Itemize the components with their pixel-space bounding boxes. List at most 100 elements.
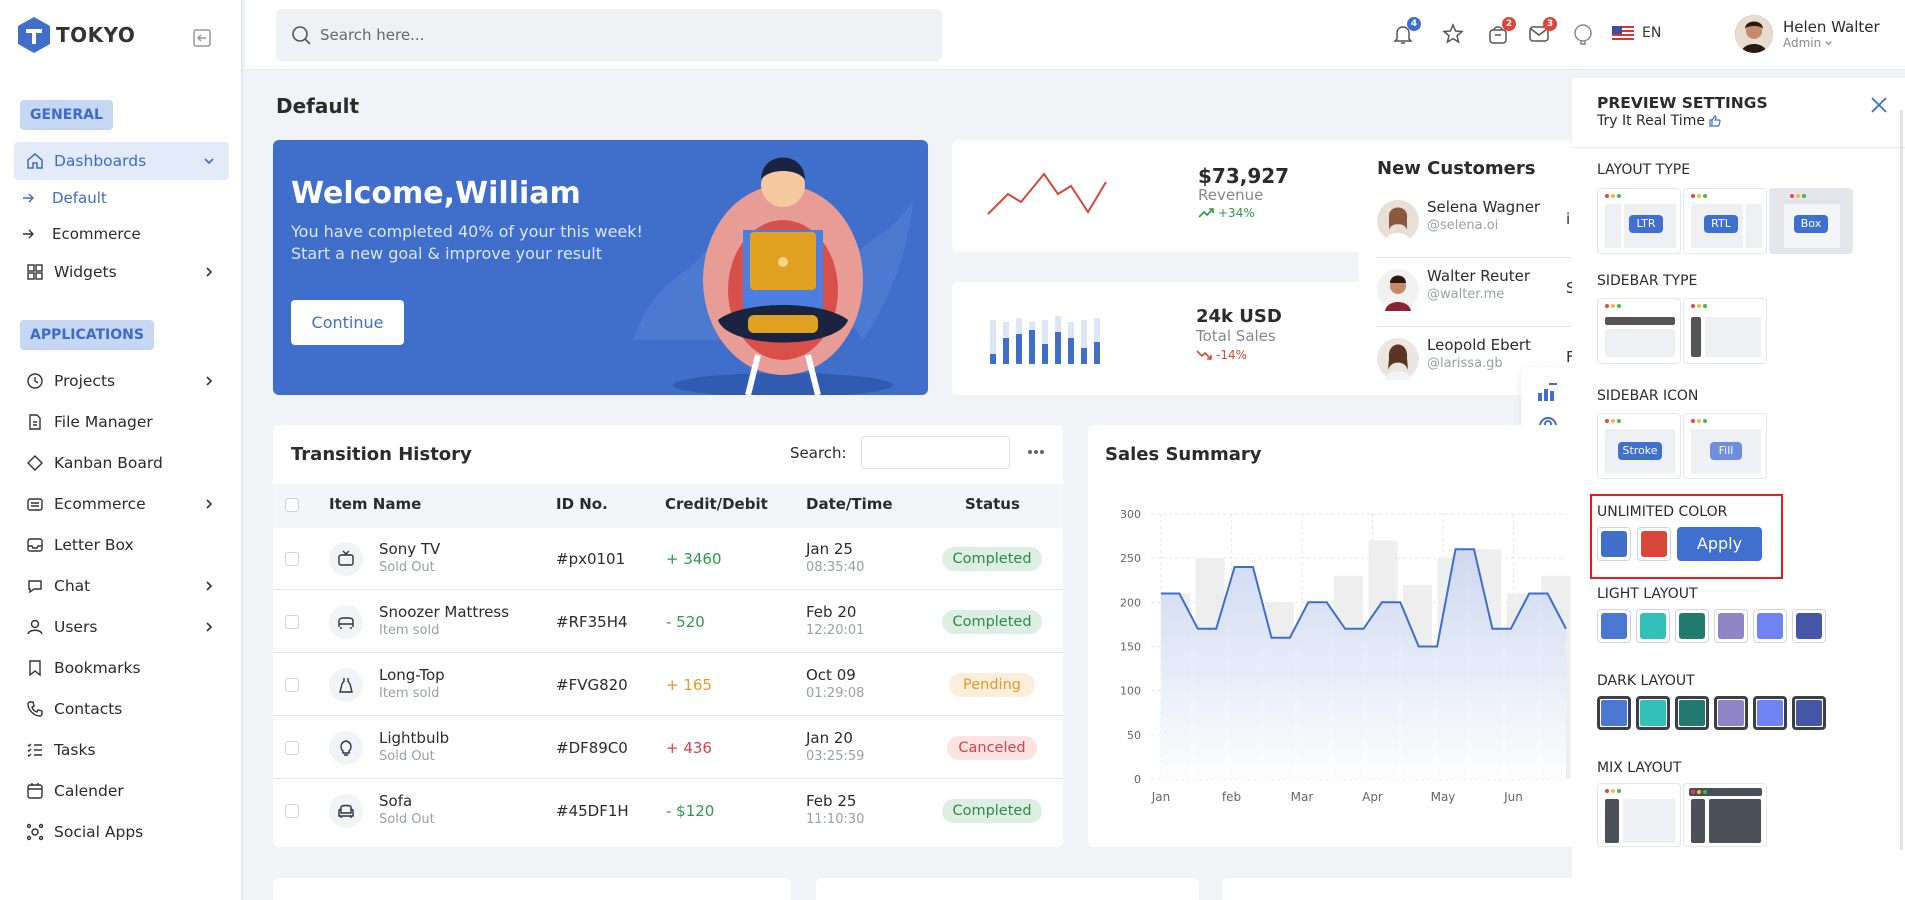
clock-icon xyxy=(27,373,43,389)
y-tick-label: 150 xyxy=(1120,641,1141,654)
layout-ltr-option[interactable]: LTR xyxy=(1597,188,1681,254)
sidebar-item-kanban-board[interactable]: Kanban Board xyxy=(14,444,229,482)
series-area xyxy=(1161,549,1566,779)
light-color-swatch[interactable] xyxy=(1753,609,1787,643)
x-tick-label: May xyxy=(1431,790,1456,804)
icon-fill-option[interactable]: Fill xyxy=(1683,413,1767,479)
welcome-card: Welcome,William You have completed 40% o… xyxy=(273,140,928,395)
sidebar-item-bookmarks[interactable]: Bookmarks xyxy=(14,649,229,687)
row-checkbox[interactable] xyxy=(285,804,299,818)
continue-button[interactable]: Continue xyxy=(291,300,404,345)
sidebar-item-dashboards[interactable]: Dashboards xyxy=(14,142,229,180)
customer-name: Selena Wagner xyxy=(1427,198,1541,216)
row-checkbox[interactable] xyxy=(285,615,299,629)
dark-color-swatch[interactable] xyxy=(1675,696,1709,730)
sidebar-item-social-apps[interactable]: Social Apps xyxy=(14,813,229,851)
sidebar-sub-ecommerce[interactable]: Ecommerce xyxy=(22,220,141,248)
table-row[interactable]: Lightbulb Sold Out #DF89C0 + 436 Jan 20 … xyxy=(273,717,1063,779)
sidebar-item-letter-box[interactable]: Letter Box xyxy=(14,526,229,564)
customer-item[interactable]: Leopold Ebert @larissa.gb F xyxy=(1377,334,1572,395)
language-selector[interactable]: EN xyxy=(1612,25,1661,41)
layout-rtl-option[interactable]: RTL xyxy=(1683,188,1767,254)
secondary-color-picker[interactable] xyxy=(1637,527,1671,561)
cart-button[interactable]: 2 xyxy=(1486,17,1516,48)
unlimited-color-highlight xyxy=(1590,494,1783,579)
sidebar-horizontal-option[interactable] xyxy=(1597,298,1681,364)
light-color-swatch[interactable] xyxy=(1597,609,1631,643)
item-name: Sofa xyxy=(379,792,413,810)
x-tick-label: Jun xyxy=(1503,790,1523,804)
sidebar-item-ecommerce[interactable]: Ecommerce xyxy=(14,485,229,523)
revenue-value: $73,927 xyxy=(1198,164,1290,188)
sidebar-item-projects[interactable]: Projects xyxy=(14,362,229,400)
item-id: #FVG820 xyxy=(556,676,628,694)
table-header xyxy=(273,484,1063,528)
select-all-checkbox[interactable] xyxy=(285,498,299,512)
notification-badge: 4 xyxy=(1407,17,1421,31)
sidebar-item-tasks[interactable]: Tasks xyxy=(14,731,229,769)
light-color-swatch[interactable] xyxy=(1636,609,1670,643)
more-options-icon[interactable] xyxy=(1027,448,1045,456)
sidebar-item-chat[interactable]: Chat xyxy=(14,567,229,605)
layout-box-option[interactable]: Box xyxy=(1769,188,1853,254)
row-checkbox[interactable] xyxy=(285,552,299,566)
brand-name: TOKYO xyxy=(56,23,136,47)
sidebar-item-label: Dashboards xyxy=(54,152,147,170)
page-title: Default xyxy=(276,94,360,118)
dark-color-swatch[interactable] xyxy=(1792,696,1826,730)
column-header[interactable]: Date/Time xyxy=(806,495,893,513)
light-color-swatch[interactable] xyxy=(1675,609,1709,643)
sidebar-vertical-option[interactable] xyxy=(1683,298,1767,364)
light-color-swatch[interactable] xyxy=(1792,609,1826,643)
column-header[interactable]: Credit/Debit xyxy=(665,495,768,513)
sidebar-item-widgets[interactable]: Widgets xyxy=(14,253,229,291)
table-row[interactable]: Sony TV Sold Out #px0101 + 3460 Jan 25 0… xyxy=(273,528,1063,590)
item-name: Sony TV xyxy=(379,540,441,558)
logo[interactable]: TOKYO xyxy=(16,16,135,54)
theme-toggle[interactable] xyxy=(1571,22,1597,48)
mix-layout-light-option[interactable] xyxy=(1597,783,1681,847)
favorites-button[interactable] xyxy=(1441,22,1467,48)
column-header[interactable]: ID No. xyxy=(556,495,608,513)
sidebar-item-contacts[interactable]: Contacts xyxy=(14,690,229,728)
customer-extra: F xyxy=(1566,348,1572,366)
close-icon[interactable] xyxy=(1869,95,1889,115)
avatar xyxy=(1377,269,1419,311)
table-row[interactable]: Long-Top Item sold #FVG820 + 165 Oct 09 … xyxy=(273,654,1063,716)
row-checkbox[interactable] xyxy=(285,741,299,755)
diamond-icon xyxy=(27,455,43,471)
sidebar-sub-default[interactable]: Default xyxy=(22,184,107,212)
user-profile[interactable]: Helen Walter Admin xyxy=(1735,15,1880,53)
calendar-icon xyxy=(27,783,43,799)
search-input[interactable] xyxy=(320,26,920,44)
light-color-swatch[interactable] xyxy=(1714,609,1748,643)
sidebar-item-users[interactable]: Users xyxy=(14,608,229,646)
dark-color-swatch[interactable] xyxy=(1597,696,1631,730)
primary-color-picker[interactable] xyxy=(1597,527,1631,561)
apply-color-button[interactable]: Apply xyxy=(1677,527,1762,561)
column-header[interactable]: Item Name xyxy=(329,495,422,513)
item-time: 08:35:40 xyxy=(806,560,865,575)
dark-color-swatch[interactable] xyxy=(1714,696,1748,730)
sidebar-item-file-manager[interactable]: File Manager xyxy=(14,403,229,441)
edit-layout-icon[interactable] xyxy=(1537,381,1559,403)
collapse-sidebar-icon[interactable] xyxy=(192,28,212,48)
row-checkbox[interactable] xyxy=(285,678,299,692)
table-row[interactable]: Snoozer Mattress Item sold #RF35H4 - 520… xyxy=(273,591,1063,653)
customer-item[interactable]: Selena Wagner @selena.oi i xyxy=(1377,196,1572,258)
table-row[interactable]: Sofa Sold Out #45DF1H - $120 Feb 25 11:1… xyxy=(273,780,1063,842)
y-tick-label: 50 xyxy=(1127,729,1141,742)
column-header[interactable]: Status xyxy=(965,495,1020,513)
panel-scrollbar[interactable] xyxy=(1900,110,1903,850)
icon-stroke-option[interactable]: Stroke xyxy=(1597,413,1681,479)
search-bar[interactable] xyxy=(276,9,942,61)
table-search-input[interactable] xyxy=(861,436,1010,469)
customer-item[interactable]: Walter Reuter @walter.me S xyxy=(1377,265,1572,327)
mix-layout-dark-option[interactable] xyxy=(1683,783,1767,847)
sidebar-item-calender[interactable]: Calender xyxy=(14,772,229,810)
dark-color-swatch[interactable] xyxy=(1636,696,1670,730)
notifications-button[interactable]: 4 xyxy=(1391,17,1421,48)
chevron-down-icon xyxy=(1825,40,1832,45)
dark-color-swatch[interactable] xyxy=(1753,696,1787,730)
messages-button[interactable]: 3 xyxy=(1527,17,1557,48)
